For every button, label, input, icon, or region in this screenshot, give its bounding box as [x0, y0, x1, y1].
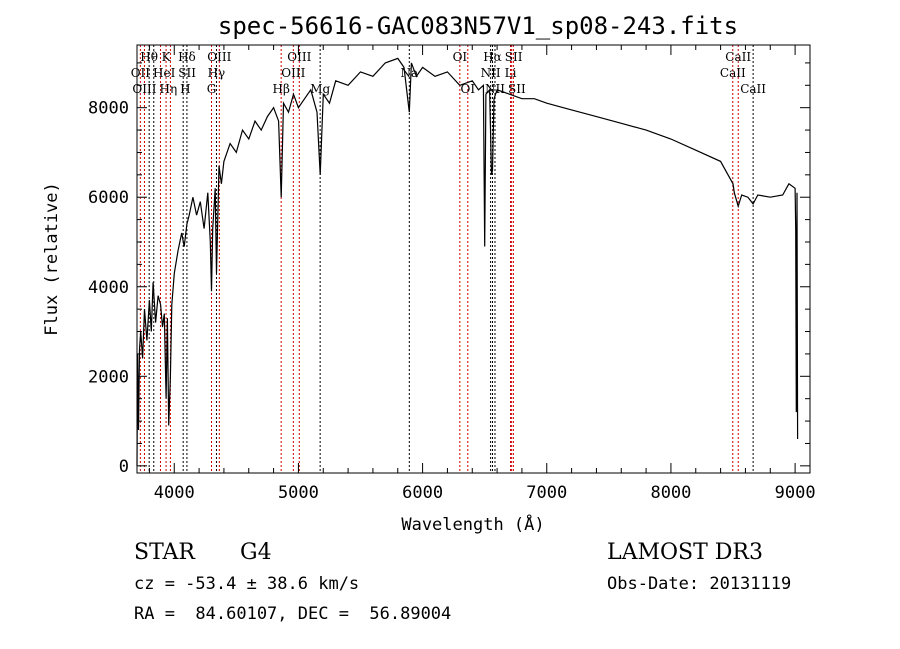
x-tick-label: 9000: [775, 483, 816, 503]
plot-frame: [136, 44, 811, 474]
spectral-line-label: OIII: [287, 50, 311, 64]
spectral-line-label: NII: [481, 66, 501, 80]
x-tick-label: 6000: [402, 483, 443, 503]
spectral-line-label: H: [180, 82, 190, 96]
spectrum-plot: spec-56616-GAC083N57V1_sp08-243.fits Wav…: [42, 12, 816, 535]
y-tick-label: 8000: [88, 99, 129, 119]
coordinates: RA = 84.60107, DEC = 56.89004: [134, 604, 452, 624]
spectral-line-label: NII: [485, 82, 505, 96]
object-subclass: G4: [240, 540, 272, 565]
spectral-line-label: OIII: [132, 82, 156, 96]
y-tick-label: 4000: [88, 278, 129, 298]
spectral-line-label: Hα: [483, 50, 502, 64]
spectral-line-label: OII: [131, 66, 151, 80]
spectral-line-label: Mg: [310, 82, 330, 96]
spectral-line-label: HeI: [153, 66, 176, 80]
y-tick-label: 6000: [88, 188, 129, 208]
spectral-line-label: SII: [178, 66, 196, 80]
spectral-line-label: OIII: [207, 50, 231, 64]
spectral-line-label: G: [207, 82, 217, 96]
spectral-line-label: CaII: [725, 50, 751, 64]
survey-label: LAMOST DR3: [607, 540, 763, 565]
x-tick-label: 5000: [278, 483, 319, 503]
y-axis-label: Flux (relative): [42, 182, 62, 336]
spectral-line-label: OI: [461, 82, 476, 96]
spectral-line-label: CaII: [740, 82, 766, 96]
spectral-line-label: OI: [453, 50, 468, 64]
obs-date: Obs-Date: 20131119: [607, 574, 792, 594]
object-class: STAR: [134, 540, 195, 565]
spectral-line-label: CaII: [720, 66, 746, 80]
spectral-line-label: Hη: [160, 82, 178, 96]
y-tick-label: 0: [119, 457, 129, 477]
x-tick-label: 4000: [154, 483, 195, 503]
x-axis-label: Wavelength (Å): [401, 513, 544, 535]
spectral-line-label: Hδ: [178, 50, 196, 64]
spectral-line-label: Hγ: [208, 66, 226, 80]
y-tick-label: 2000: [88, 367, 129, 387]
x-tick-label: 7000: [526, 483, 567, 503]
spectral-line-label: OIII: [281, 66, 305, 80]
spectral-line-label: Hθ: [140, 50, 158, 64]
spectral-line-label: Na: [401, 66, 419, 80]
spectrum-line: [136, 57, 799, 466]
redshift-text: cz = -53.4 ± 38.6 km/s: [134, 574, 360, 594]
spectral-line-label: SII: [505, 50, 523, 64]
spectral-line-label: SII: [508, 82, 526, 96]
x-tick-label: 8000: [650, 483, 691, 503]
chart-title: spec-56616-GAC083N57V1_sp08-243.fits: [218, 12, 738, 40]
spectral-line-label: K: [162, 50, 172, 64]
spectral-line-label: Li: [505, 66, 517, 80]
spectral-line-label: Hβ: [273, 82, 290, 96]
